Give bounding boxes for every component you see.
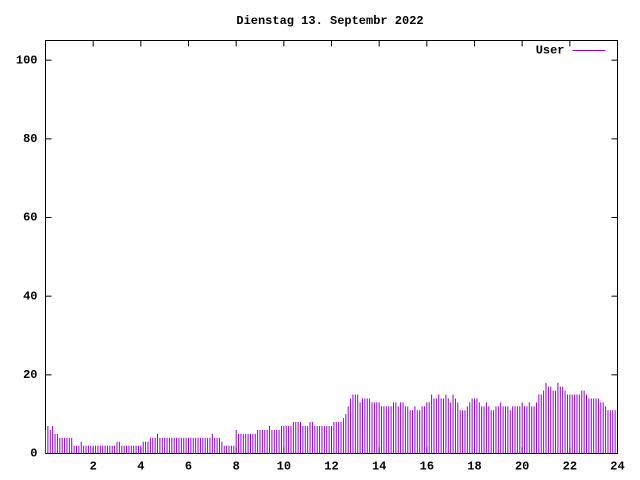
x-tick-label: 12 <box>324 460 338 474</box>
x-tick-label: 22 <box>563 460 577 474</box>
y-tick-label: 60 <box>23 211 37 225</box>
x-tick-label: 14 <box>372 460 386 474</box>
plot-frame <box>45 40 618 454</box>
y-tick-label: 80 <box>23 132 37 146</box>
x-tick-label: 16 <box>420 460 434 474</box>
x-tick-label: 8 <box>233 460 240 474</box>
x-tick-label: 2 <box>90 460 97 474</box>
chart-title: Dienstag 13. Septembr 2022 <box>236 14 423 28</box>
x-tick-label: 4 <box>137 460 144 474</box>
y-tick-label: 20 <box>23 368 37 382</box>
x-tick-label: 20 <box>515 460 529 474</box>
x-tick-label: 24 <box>610 460 624 474</box>
y-tick-label: 40 <box>23 289 37 303</box>
y-tick-label: 0 <box>30 447 37 461</box>
y-tick-label: 100 <box>16 53 38 67</box>
x-tick-label: 6 <box>185 460 192 474</box>
x-tick-label: 10 <box>277 460 291 474</box>
legend-label: User <box>536 44 565 58</box>
x-tick-label: 18 <box>467 460 481 474</box>
